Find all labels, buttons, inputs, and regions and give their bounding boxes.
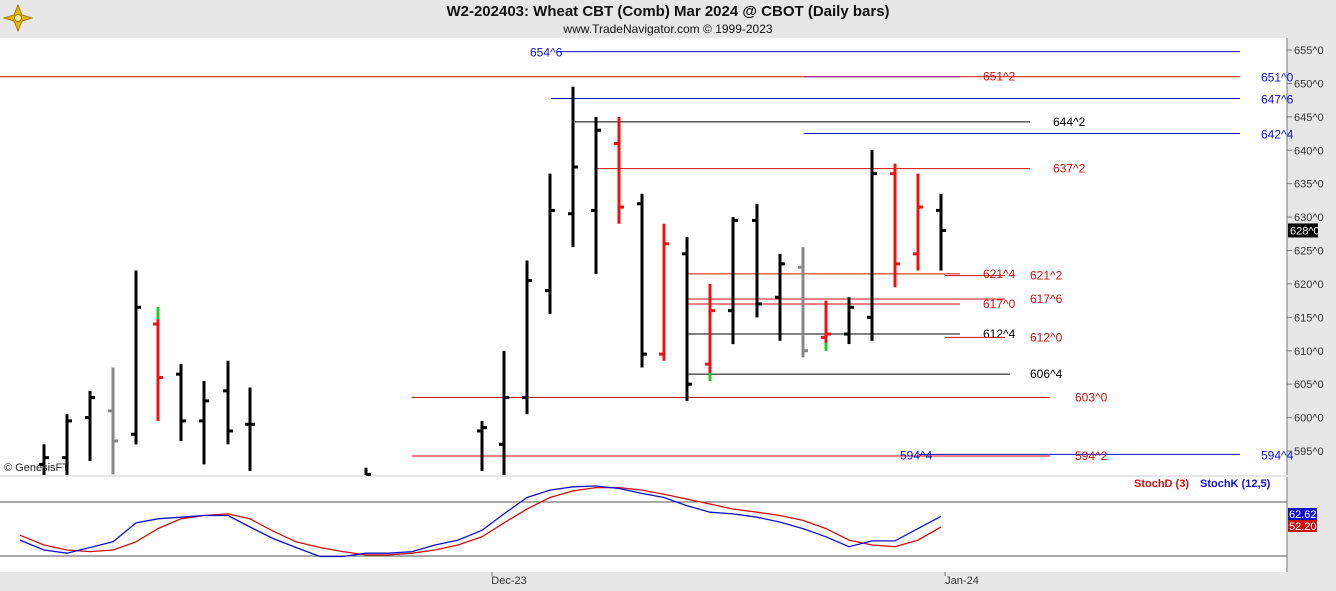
ohlc-bar[interactable] xyxy=(499,350,509,475)
level-label: 621^2 xyxy=(1030,269,1063,283)
date-tick-label: Jan-24 xyxy=(945,575,979,587)
ohlc-bar[interactable] xyxy=(223,360,233,445)
level-label: 612^0 xyxy=(1030,330,1063,344)
stochD-value-label: 52.20 xyxy=(1289,521,1317,533)
level-label: 594^4 xyxy=(1261,448,1294,462)
ohlc-bar[interactable] xyxy=(705,283,715,381)
level-label: 647^6 xyxy=(1261,92,1294,106)
price-tick-label: 615^0 xyxy=(1294,312,1324,324)
ohlc-bar[interactable] xyxy=(153,307,163,421)
last-price-tag xyxy=(1288,223,1318,238)
ohlc-bar[interactable] xyxy=(867,150,877,341)
ohlc-bar[interactable] xyxy=(890,163,900,288)
price-tick-label: 635^0 xyxy=(1294,179,1324,191)
ohlc-bar[interactable] xyxy=(798,247,808,358)
level-label: 612^4 xyxy=(983,327,1016,341)
level-label: 594^4 xyxy=(900,448,933,462)
ohlc-bar[interactable] xyxy=(728,217,738,345)
level-label: 651^0 xyxy=(1261,71,1294,85)
ohlc-bar[interactable] xyxy=(545,173,555,314)
legend-stochD: StochD (3) xyxy=(1134,478,1189,490)
level-label: 617^6 xyxy=(1030,292,1063,306)
ohlc-bar[interactable] xyxy=(844,297,854,345)
ohlc-bar[interactable] xyxy=(245,387,255,472)
stochD-value-tag xyxy=(1288,520,1317,532)
ohlc-bar[interactable] xyxy=(913,173,923,271)
ohlc-bar[interactable] xyxy=(591,116,601,274)
ohlc-bar[interactable] xyxy=(176,364,186,441)
price-tick-label: 625^0 xyxy=(1294,246,1324,258)
ohlc-bar[interactable] xyxy=(752,203,762,318)
ohlc-bar[interactable] xyxy=(637,193,647,368)
ohlc-bar[interactable] xyxy=(568,86,578,248)
level-label: 594^2 xyxy=(1075,449,1108,463)
price-tick-label: 655^0 xyxy=(1294,45,1324,57)
copyright-watermark: © GenesisFT xyxy=(4,462,69,474)
level-label: 644^2 xyxy=(1053,115,1086,129)
ohlc-bar[interactable] xyxy=(85,390,95,462)
chart-title: W2-202403: Wheat CBT (Comb) Mar 2024 @ C… xyxy=(446,3,890,20)
level-label: 617^0 xyxy=(983,297,1016,311)
ohlc-bar[interactable] xyxy=(821,300,831,351)
level-label: 606^4 xyxy=(1030,367,1063,381)
date-tick-label: Dec-23 xyxy=(491,575,526,587)
price-tick-label: 640^0 xyxy=(1294,145,1324,157)
level-label: 654^6 xyxy=(530,46,563,60)
price-tick-label: 595^0 xyxy=(1294,446,1324,458)
price-tick-label: 650^0 xyxy=(1294,78,1324,90)
last-price-label: 628^0 xyxy=(1290,225,1320,237)
stochastic-plot-area[interactable] xyxy=(0,477,1287,572)
level-label: 621^4 xyxy=(983,267,1016,281)
ohlc-bar[interactable] xyxy=(39,444,49,475)
price-tick-label: 605^0 xyxy=(1294,379,1324,391)
ohlc-bar[interactable] xyxy=(775,253,785,341)
ohlc-bar[interactable] xyxy=(364,467,371,476)
ohlc-bar[interactable] xyxy=(682,237,692,401)
ohlc-bar[interactable] xyxy=(477,420,487,472)
stochK-value-tag xyxy=(1288,508,1317,520)
stochK-line xyxy=(19,485,942,558)
price-tick-label: 620^0 xyxy=(1294,279,1324,291)
level-label: 651^2 xyxy=(983,70,1016,84)
chart-subtitle: www.TradeNavigator.com © 1999-2023 xyxy=(563,22,773,36)
ohlc-bar[interactable] xyxy=(62,414,72,475)
ohlc-bar[interactable] xyxy=(614,116,624,224)
level-label: 637^2 xyxy=(1053,162,1086,176)
ohlc-bar[interactable] xyxy=(131,270,141,445)
ohlc-bar[interactable] xyxy=(659,223,669,361)
level-label: 642^4 xyxy=(1261,128,1294,142)
ohlc-bar[interactable] xyxy=(108,367,118,475)
stochD-line xyxy=(19,486,942,556)
stochK-value-label: 62.62 xyxy=(1289,509,1317,521)
legend-stochK: StochK (12,5) xyxy=(1200,478,1271,490)
ohlc-bar[interactable] xyxy=(522,260,532,415)
ohlc-bar[interactable] xyxy=(936,193,946,271)
price-tick-label: 630^0 xyxy=(1294,212,1324,224)
ohlc-bar[interactable] xyxy=(199,380,209,465)
price-tick-label: 645^0 xyxy=(1294,112,1324,124)
compass-logo-icon xyxy=(2,3,34,38)
level-label: 603^0 xyxy=(1075,391,1108,405)
title-bar: W2-202403: Wheat CBT (Comb) Mar 2024 @ C… xyxy=(0,0,1336,38)
price-tick-label: 610^0 xyxy=(1294,346,1324,358)
price-tick-label: 600^0 xyxy=(1294,413,1324,425)
